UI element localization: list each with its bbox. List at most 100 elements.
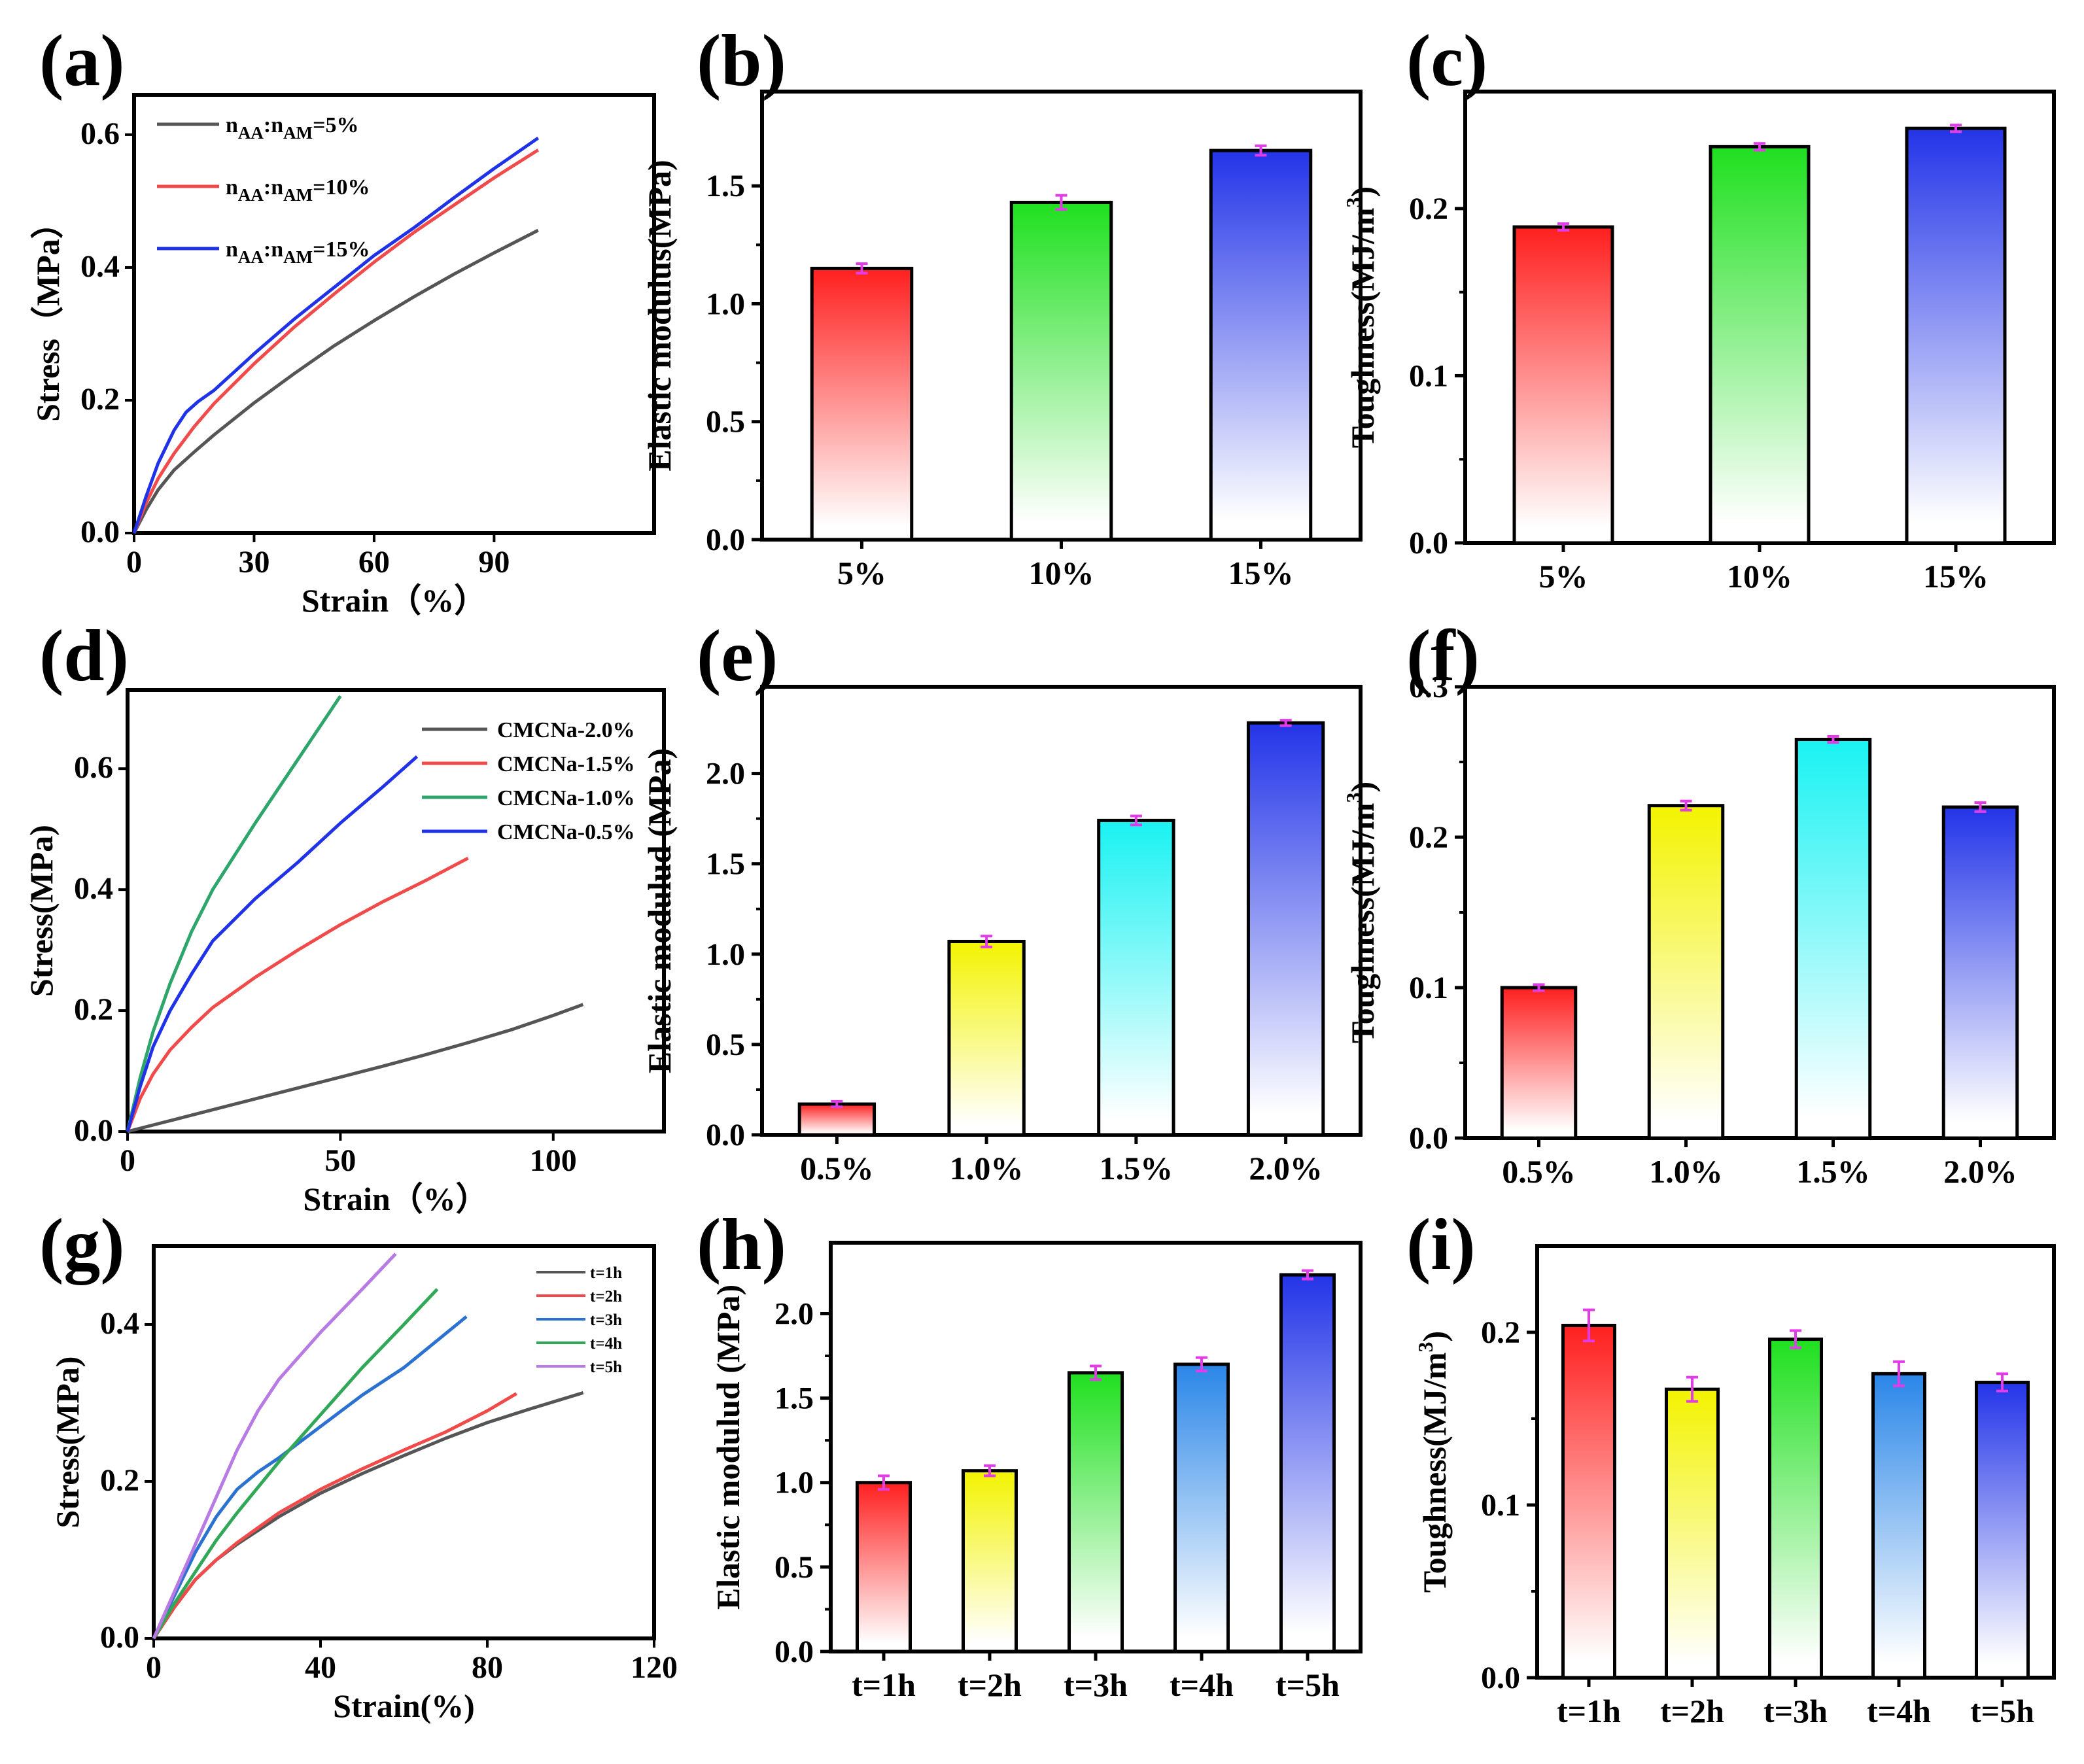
y-tick-label: 0.0	[74, 1113, 113, 1148]
bar	[1173, 1362, 1230, 1653]
y-axis-label: Stress(MPa)	[23, 825, 60, 997]
bar	[1794, 738, 1872, 1140]
chart-panel-d: (d) 0.0 0.2 0.4 0.6 0 50 100 Strain（%） Stress(MPa…	[23, 615, 666, 1217]
bar	[1209, 148, 1313, 542]
y-axis-label: Elastic modulud (MPa)	[641, 748, 678, 1073]
y-axis-label: Elastic modulud (MPa)	[710, 1285, 746, 1610]
series-line	[126, 755, 419, 1132]
series-line	[126, 695, 342, 1132]
panel-label: (a)	[39, 20, 125, 101]
x-tick-label: 120	[631, 1650, 678, 1685]
x-tick-label: 60	[358, 545, 390, 579]
series-line	[132, 148, 540, 534]
bar	[1647, 804, 1725, 1140]
series-line	[126, 856, 469, 1132]
legend-label: CMCNa-0.5%	[497, 820, 635, 844]
y-axis-label: Toughness(MJ/m3)	[1342, 186, 1381, 448]
y-tick-label: 0.0	[774, 1634, 814, 1669]
y-tick-label: 0.6	[74, 750, 113, 785]
y-tick-label: 0.0	[1409, 1121, 1448, 1156]
series-line	[152, 1288, 439, 1640]
y-axis-label: Toughness(MJ/m3)	[1414, 1331, 1453, 1593]
x-tick-label: 40	[305, 1650, 336, 1685]
bar	[1561, 1323, 1616, 1680]
panel-label: (g)	[39, 1204, 125, 1285]
x-tick-label: 50	[324, 1143, 356, 1178]
series-line	[152, 1253, 397, 1640]
plot-frame	[760, 685, 1363, 1137]
bar	[947, 939, 1026, 1137]
bar	[797, 1102, 877, 1137]
x-tick-label: 90	[478, 545, 510, 579]
legend-label: nAA:nAM=15%	[226, 237, 370, 267]
y-tick-label: 0.4	[74, 871, 113, 906]
y-axis-label: Elastic modulus(MPa)	[641, 160, 678, 471]
bar	[1512, 225, 1614, 545]
plot-frame	[152, 1244, 656, 1640]
series-line	[132, 136, 540, 534]
y-tick-label: 1.5	[706, 847, 745, 882]
chart-panel-b: (b) 0.0 0.5 1.0 1.5 5% 10% 15% Elastic modulus(M…	[641, 20, 1363, 591]
y-tick-label: 0.5	[774, 1550, 814, 1585]
y-tick-label: 1.0	[706, 937, 745, 972]
bar	[1768, 1338, 1823, 1680]
y-tick-label: 0.5	[706, 405, 745, 440]
legend-label: t=2h	[590, 1288, 622, 1306]
panel-label: (c)	[1406, 20, 1487, 101]
legend-label: CMCNa-1.5%	[497, 752, 635, 776]
x-tick-label: 0	[120, 1143, 135, 1178]
legend-label: t=5h	[590, 1358, 622, 1376]
y-tick-label: 0.0	[706, 1118, 745, 1152]
x-category-label: 0.5%	[800, 1150, 874, 1186]
y-tick-label: 0.4	[80, 249, 120, 284]
panel-label: (h)	[697, 1204, 786, 1285]
y-tick-label: 0.2	[100, 1463, 139, 1498]
bar	[1709, 145, 1811, 545]
y-tick-label: 0.1	[1409, 358, 1448, 393]
y-tick-label: 2.0	[774, 1296, 814, 1331]
x-category-label: 1.5%	[1796, 1153, 1870, 1190]
x-category-label: 5%	[1539, 558, 1588, 595]
chart-panel-i: (i) 0.0 0.1 0.2 t=1h t=2h t=3h t=4h t=5h Toughnes…	[1406, 1204, 2056, 1729]
panel-label: (f)	[1406, 615, 1480, 697]
bar	[1975, 1381, 2030, 1680]
panel-label: (d)	[39, 615, 129, 697]
bar	[1665, 1387, 1720, 1680]
y-tick-label: 0.2	[80, 382, 120, 417]
y-tick-label: 2.0	[706, 757, 745, 791]
x-category-label: t=3h	[1763, 1693, 1828, 1729]
y-axis-label: Stress(MPa)	[49, 1357, 86, 1529]
x-tick-label: 0	[146, 1650, 162, 1685]
y-tick-label: 0.0	[1481, 1661, 1520, 1695]
bar	[856, 1481, 912, 1653]
y-tick-label: 0.2	[1409, 192, 1448, 226]
legend-label: nAA:nAM=10%	[226, 175, 370, 205]
y-tick-label: 0.2	[1481, 1315, 1520, 1350]
x-category-label: t=1h	[1557, 1693, 1621, 1729]
y-axis-label: Stress（MPa）	[29, 206, 66, 422]
chart-panel-h: (h) 0.0 0.5 1.0 1.5 2.0 t=1h t=2h t=3h t=4h t=5h El…	[697, 1204, 1363, 1703]
legend-label: t=3h	[590, 1311, 622, 1329]
bar	[1279, 1273, 1336, 1653]
x-category-label: t=2h	[958, 1667, 1022, 1703]
x-category-label: t=3h	[1064, 1667, 1128, 1703]
series-line	[152, 1315, 468, 1640]
plot-frame	[132, 93, 656, 535]
x-tick-label: 30	[238, 545, 269, 579]
chart-panel-e: (e) 0.0 0.5 1.0 1.5 2.0 0.5% 1.0% 1.5% 2.0% Elasti…	[641, 615, 1363, 1186]
series-line	[132, 228, 539, 534]
y-tick-label: 0.0	[706, 523, 745, 557]
x-category-label: 1.5%	[1100, 1150, 1173, 1186]
y-tick-label: 0.2	[74, 992, 113, 1027]
y-tick-label: 0.0	[80, 515, 120, 549]
x-tick-label: 100	[530, 1143, 577, 1178]
bar	[1905, 126, 2007, 545]
y-tick-label: 0.0	[1409, 526, 1448, 561]
legend-label: t=1h	[590, 1264, 622, 1282]
x-tick-label: 0	[126, 545, 142, 579]
x-category-label: 2.0%	[1943, 1153, 2017, 1190]
y-tick-label: 1.5	[774, 1381, 814, 1416]
series-line	[127, 1003, 584, 1133]
x-category-label: 1.0%	[1649, 1153, 1723, 1190]
